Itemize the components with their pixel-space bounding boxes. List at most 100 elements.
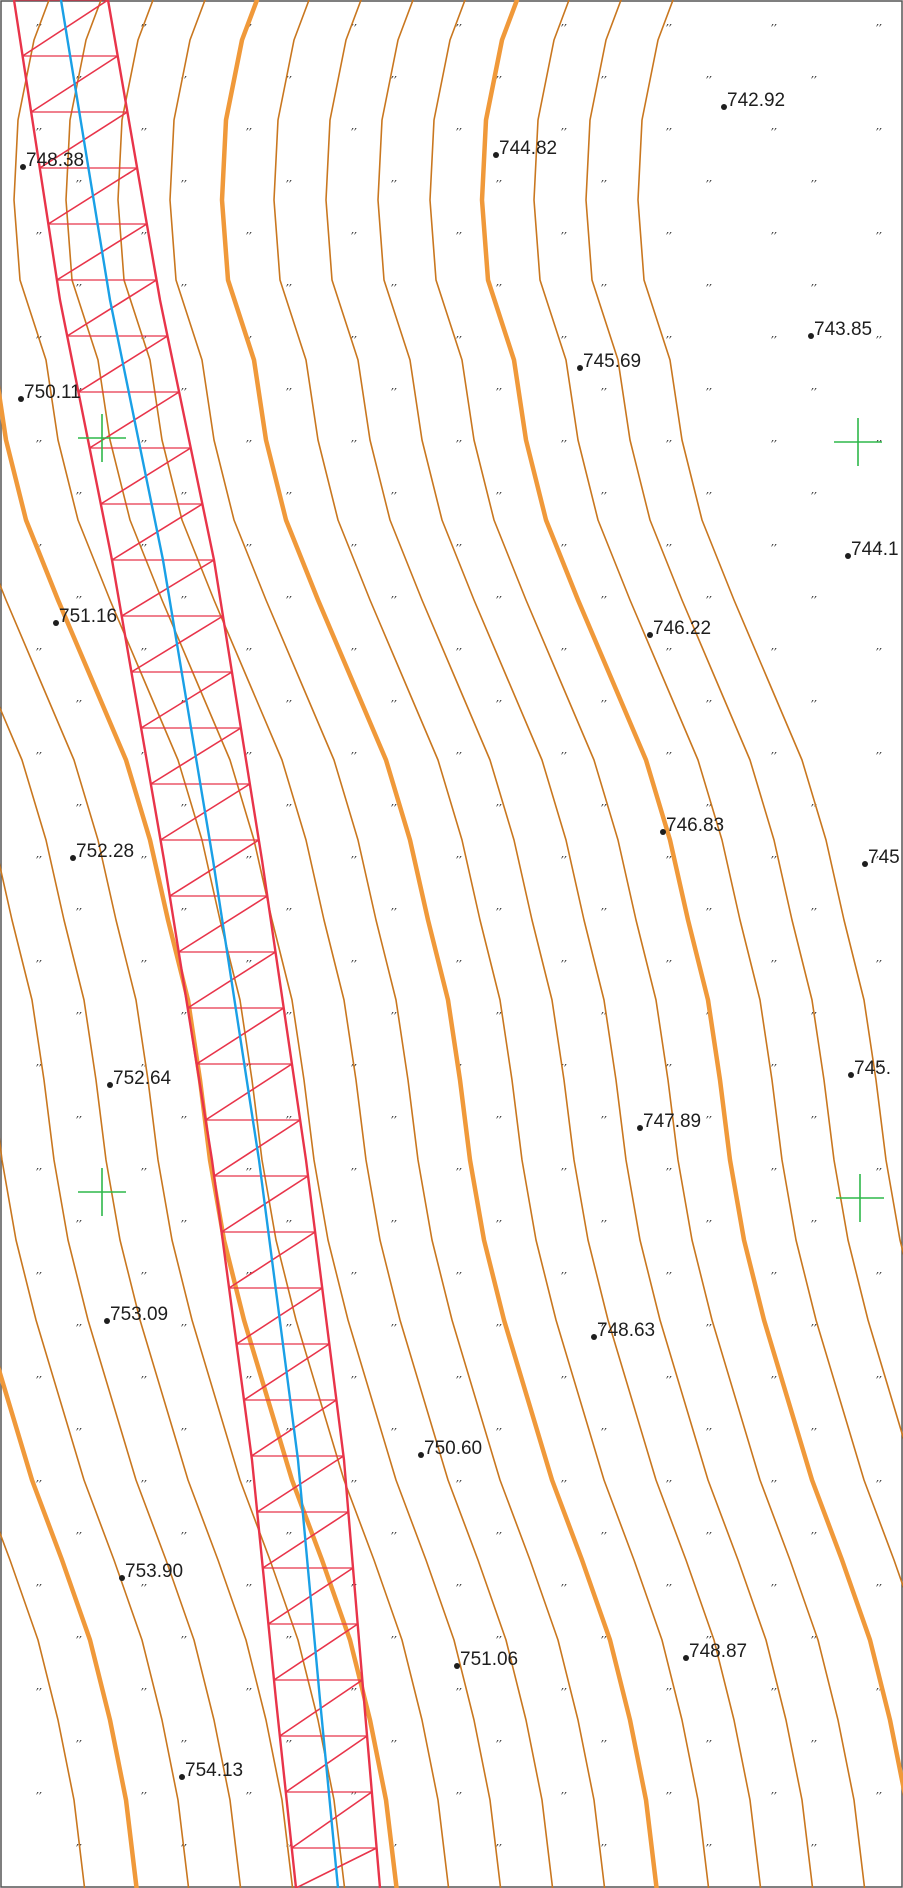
contour-line	[585, 0, 903, 1440]
grass-tuft-symbol: ′′	[181, 907, 187, 922]
spot-height-752-64[interactable]: 752.64	[107, 1068, 172, 1089]
grass-tuft-symbol: ′′	[561, 231, 567, 246]
grass-tuft-symbol: ′′	[561, 959, 567, 974]
spot-height-742-92[interactable]: 742.92	[721, 90, 785, 111]
spot-height-744-1[interactable]: 744.1	[845, 539, 899, 560]
grass-tuft-symbol: ′′	[76, 803, 82, 818]
grass-tuft-symbol: ′′	[561, 543, 567, 558]
grass-tuft-symbol: ′′	[351, 335, 357, 350]
spot-height-751-06[interactable]: 751.06	[454, 1649, 518, 1670]
spot-height-744-82[interactable]: 744.82	[493, 138, 557, 159]
grass-tuft-symbol: ′′	[391, 595, 397, 610]
spot-height-dot	[107, 1082, 113, 1088]
grass-tuft-symbol: ′′	[601, 1635, 607, 1650]
grass-tuft-symbol: ′′	[351, 439, 357, 454]
grass-tuft-symbol: ′′	[706, 907, 712, 922]
spot-height-label: 747.89	[643, 1111, 701, 1132]
grass-tuft-symbol: ′′	[456, 1375, 462, 1390]
grass-tuft-symbol: ′′	[561, 1271, 567, 1286]
contour-line	[429, 0, 866, 1888]
grass-tuft-symbol: ′′	[601, 283, 607, 298]
grass-tuft-symbol: ′′	[351, 1375, 357, 1390]
grass-tuft-symbol: ′′	[351, 1479, 357, 1494]
grass-tuft-symbol: ′′	[456, 439, 462, 454]
contour-line	[0, 1531, 86, 1888]
grass-tuft-symbol: ′′	[141, 1479, 147, 1494]
grass-tuft-symbol: ′′	[771, 543, 777, 558]
grass-tuft-symbol: ′′	[456, 855, 462, 870]
grass-tuft-symbol: ′′	[666, 335, 672, 350]
spot-height-753-90[interactable]: 753.90	[119, 1561, 183, 1582]
grass-tuft-symbol: ′′	[351, 1791, 357, 1806]
spot-height-746-22[interactable]: 746.22	[647, 618, 711, 639]
spot-height-dot	[848, 1072, 854, 1078]
spot-height-747-89[interactable]: 747.89	[637, 1111, 701, 1132]
grass-tuft-symbol: ′′	[76, 491, 82, 506]
grass-tuft-symbol: ′′	[771, 1583, 777, 1598]
spot-height-label: 744.1	[851, 539, 899, 560]
grass-tuft-symbol: ′′	[351, 127, 357, 142]
grass-tuft-symbol: ′′	[76, 1843, 82, 1858]
spot-height-754-13[interactable]: 754.13	[179, 1760, 243, 1781]
grass-tuft-symbol: ′′	[286, 1843, 292, 1858]
grass-tuft-symbol: ′′	[181, 387, 187, 402]
grass-tuft-symbol: ′′	[496, 283, 502, 298]
grass-tuft-symbol: ′′	[181, 1635, 187, 1650]
grass-tuft-symbol: ′′	[456, 543, 462, 558]
grass-tuft-symbol: ′′	[141, 1791, 147, 1806]
spot-height-label: 746.22	[653, 618, 711, 639]
grass-tuft-symbol: ′′	[811, 387, 817, 402]
spot-height-746-83[interactable]: 746.83	[660, 815, 724, 836]
grass-tuft-symbol: ′′	[286, 283, 292, 298]
grass-tuft-symbol: ′′	[351, 647, 357, 662]
spot-height-753-09[interactable]: 753.09	[104, 1304, 168, 1325]
spot-height-745-69[interactable]: 745.69	[577, 351, 641, 372]
spot-height-745[interactable]: 745	[862, 847, 900, 868]
grass-tuft-symbol: ′′	[561, 335, 567, 350]
spot-height-748-38[interactable]: 748.38	[20, 150, 84, 171]
grass-tuft-symbol: ′′	[771, 1791, 777, 1806]
grass-tuft-symbol: ′′	[496, 907, 502, 922]
spot-height-748-87[interactable]: 748.87	[683, 1641, 747, 1662]
grass-tuft-symbol: ′′	[496, 1115, 502, 1130]
grass-tuft-symbol: ′′	[456, 751, 462, 766]
spot-height-dot	[179, 1774, 185, 1780]
grass-tuft-symbol: ′′	[876, 1687, 882, 1702]
spot-height-745-dot[interactable]: 745.	[848, 1058, 891, 1079]
spot-height-752-28[interactable]: 752.28	[70, 841, 134, 862]
grass-tuft-symbol: ′′	[601, 595, 607, 610]
grass-tuft-symbol: ′′	[876, 1063, 882, 1078]
spot-height-748-63[interactable]: 748.63	[591, 1320, 655, 1341]
grass-tuft-symbol: ′′	[246, 231, 252, 246]
contour-line	[377, 0, 814, 1888]
grass-tuft-symbol: ′′	[76, 1427, 82, 1442]
grass-tuft-symbol: ′′	[286, 1219, 292, 1234]
grass-tuft-symbol: ′′	[286, 1427, 292, 1442]
grass-tuft-symbol: ′′	[496, 699, 502, 714]
grass-tuft-symbol: ′′	[876, 959, 882, 974]
grass-tuft-symbol: ′′	[771, 127, 777, 142]
grass-tuft-symbol: ′′	[181, 1531, 187, 1546]
grass-tuft-symbol: ′′	[876, 543, 882, 558]
grass-tuft-symbol: ′′	[771, 1375, 777, 1390]
spot-height-dot	[20, 164, 26, 170]
grass-tuft-symbol: ′′	[601, 1115, 607, 1130]
road-left-edge	[12, 0, 298, 1888]
grass-tuft-symbol: ′′	[286, 907, 292, 922]
grass-tuft-symbol: ′′	[601, 1843, 607, 1858]
spot-height-751-16[interactable]: 751.16	[53, 606, 117, 627]
grass-tuft-symbol: ′′	[771, 647, 777, 662]
grass-tuft-symbol: ′′	[706, 1635, 712, 1650]
grass-tuft-symbol: ′′	[666, 1271, 672, 1286]
spot-height-743-85[interactable]: 743.85	[808, 319, 872, 340]
grass-tuft-symbol: ′′	[246, 127, 252, 142]
spot-height-750-60[interactable]: 750.60	[418, 1438, 482, 1459]
spot-height-750-11[interactable]: 750.11	[18, 382, 81, 403]
crosshair-icon	[78, 414, 126, 462]
grass-tuft-symbol: ′′	[771, 1271, 777, 1286]
grass-tuft-symbol: ′′	[601, 1219, 607, 1234]
grass-tuft-symbol: ′′	[771, 751, 777, 766]
grass-tuft-symbol: ′′	[811, 1635, 817, 1650]
spot-height-label: 744.82	[499, 138, 557, 159]
grass-tuft-symbol: ′′	[496, 387, 502, 402]
